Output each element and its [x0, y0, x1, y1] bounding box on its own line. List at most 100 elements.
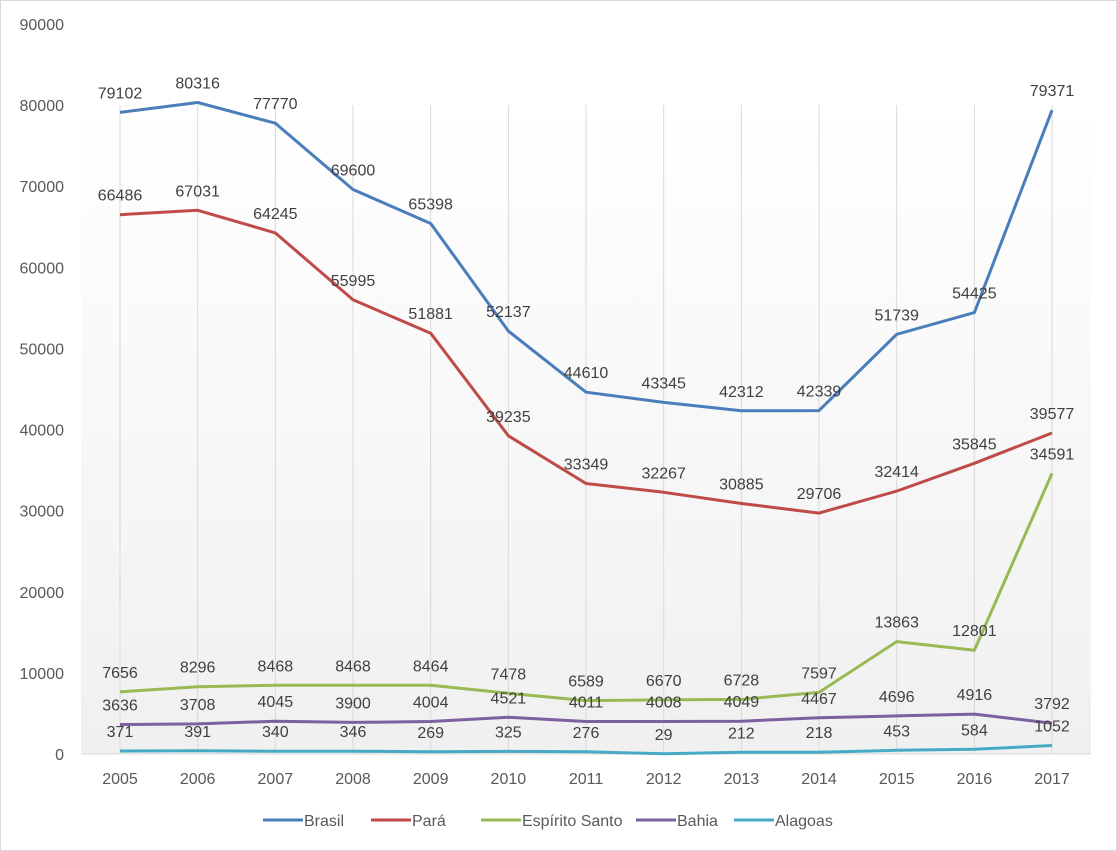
x-tick-label: 2016	[957, 771, 993, 788]
data-label: 33349	[564, 457, 609, 474]
data-label: 3900	[335, 695, 371, 712]
data-label: 7597	[801, 665, 837, 682]
legend-label: Alagoas	[775, 813, 833, 830]
data-label: 7656	[102, 665, 138, 682]
data-label: 4521	[491, 690, 527, 707]
data-label: 453	[883, 723, 910, 740]
series-line-par-	[119, 208, 1053, 515]
data-label: 4008	[646, 694, 682, 711]
data-label: 7478	[491, 666, 527, 683]
data-label: 4045	[258, 694, 294, 711]
data-label: 325	[495, 724, 522, 741]
data-label: 64245	[253, 206, 298, 223]
data-label: 29706	[797, 486, 842, 503]
series-line-esp-rito-santo	[119, 472, 1054, 703]
data-label: 4049	[724, 694, 760, 711]
series-group	[119, 101, 1054, 756]
data-label: 8468	[258, 658, 294, 675]
data-label: 1052	[1034, 718, 1070, 735]
y-tick-label: 20000	[20, 585, 65, 602]
legend-item-esp-rito-santo[interactable]: Espírito Santo	[481, 813, 623, 830]
x-tick-label: 2011	[569, 771, 604, 788]
data-label: 35845	[952, 436, 997, 453]
data-label: 67031	[175, 183, 220, 200]
x-tick-label: 2012	[646, 771, 682, 788]
data-label: 6670	[646, 673, 682, 690]
legend-label: Espírito Santo	[522, 813, 623, 830]
data-label: 4011	[569, 694, 604, 711]
data-label: 29	[655, 727, 673, 744]
y-tick-label: 70000	[20, 179, 65, 196]
x-tick-label: 2005	[102, 771, 138, 788]
series-line-alagoas	[119, 744, 1053, 756]
data-label: 66486	[98, 188, 143, 205]
data-label: 8296	[180, 660, 216, 677]
x-tick-label: 2017	[1034, 771, 1070, 788]
y-tick-label: 0	[55, 747, 64, 764]
data-label: 42339	[797, 384, 842, 401]
x-tick-label: 2006	[180, 771, 216, 788]
data-label: 51739	[874, 307, 919, 324]
data-label: 269	[417, 725, 444, 742]
data-label: 80316	[175, 76, 220, 93]
data-label: 371	[107, 724, 134, 741]
series-line-brasil	[119, 101, 1054, 413]
x-tick-label: 2008	[335, 771, 371, 788]
x-tick-label: 2007	[258, 771, 294, 788]
x-tick-label: 2013	[724, 771, 760, 788]
data-label: 34591	[1030, 446, 1075, 463]
y-axis: 0 10000 20000 30000 40000 50000 60000 70000 8000…	[20, 17, 65, 764]
legend-item-bahia[interactable]: Bahia	[636, 813, 718, 830]
legend-item-par-[interactable]: Pará	[371, 813, 446, 830]
data-label: 346	[340, 724, 367, 741]
data-label: 32414	[874, 464, 919, 481]
data-label: 4467	[801, 691, 837, 708]
data-label: 79102	[98, 85, 143, 102]
legend: Brasil Pará Espírito Santo Bahia Alagoas	[263, 813, 833, 830]
data-label: 218	[806, 725, 833, 742]
data-label: 276	[573, 725, 600, 742]
y-tick-label: 10000	[20, 666, 65, 683]
gridlines	[119, 105, 1053, 754]
x-axis: 2005 2006 2007 2008 2009 2010 2011 2012 2013 2014…	[102, 771, 1070, 788]
data-label: 52137	[486, 304, 531, 321]
data-label: 77770	[253, 96, 298, 113]
data-label: 65398	[408, 197, 453, 214]
data-label: 3792	[1034, 696, 1070, 713]
data-label: 6728	[724, 672, 760, 689]
legend-label: Bahia	[677, 813, 718, 830]
data-label: 4696	[879, 689, 915, 706]
y-tick-label: 40000	[20, 423, 65, 440]
data-label: 4004	[413, 695, 449, 712]
data-label: 30885	[719, 476, 764, 493]
legend-item-brasil[interactable]: Brasil	[263, 813, 344, 830]
data-label: 55995	[331, 273, 376, 290]
data-label: 391	[184, 724, 211, 741]
y-tick-label: 60000	[20, 260, 65, 277]
y-tick-label: 80000	[20, 98, 65, 115]
data-label: 69600	[331, 162, 376, 179]
legend-item-alagoas[interactable]: Alagoas	[734, 813, 833, 830]
data-label: 54425	[952, 286, 997, 303]
y-tick-label: 90000	[20, 17, 65, 34]
data-label: 340	[262, 724, 289, 741]
legend-label: Brasil	[304, 813, 344, 830]
data-label: 8468	[335, 658, 371, 675]
data-label: 212	[728, 725, 755, 742]
x-tick-label: 2010	[491, 771, 527, 788]
data-label: 8464	[413, 658, 449, 675]
data-label: 13863	[874, 615, 919, 632]
x-tick-label: 2015	[879, 771, 915, 788]
y-tick-label: 50000	[20, 341, 65, 358]
data-label: 42312	[719, 384, 764, 401]
x-tick-label: 2009	[413, 771, 449, 788]
data-labels: 79102 80316 77770 69600 65398 52137 44610 43345…	[98, 76, 1075, 744]
data-label: 6589	[568, 674, 604, 691]
data-label: 3708	[180, 697, 216, 714]
data-label: 44610	[564, 365, 609, 382]
legend-label: Pará	[412, 813, 446, 830]
data-label: 51881	[408, 306, 453, 323]
data-label: 79371	[1030, 83, 1075, 100]
series-line-bahia	[119, 712, 1053, 726]
